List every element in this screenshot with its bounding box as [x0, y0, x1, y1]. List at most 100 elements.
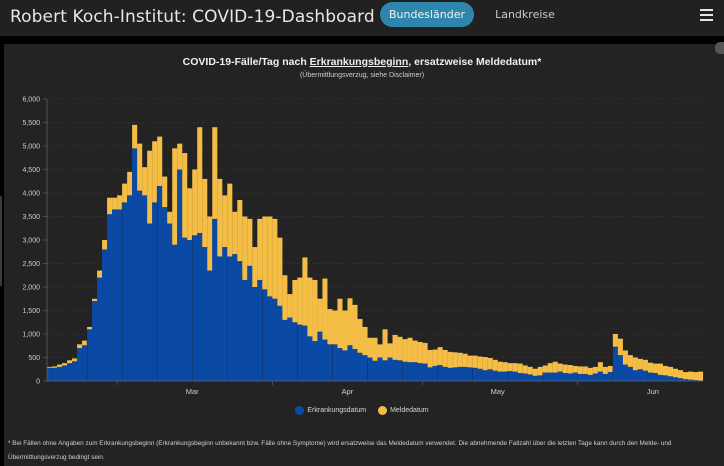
bar-meldedatum	[252, 247, 258, 287]
bar-erkrankungsdatum	[542, 372, 548, 381]
bars	[47, 124, 704, 381]
bar-erkrankungsdatum	[92, 301, 98, 381]
legend: Erkrankungsdatum Meldedatum	[0, 406, 724, 417]
bar-erkrankungsdatum	[62, 365, 68, 381]
bar-meldedatum	[692, 372, 699, 381]
y-tick-label: 1,500	[22, 308, 40, 315]
bar-meldedatum	[602, 366, 608, 374]
menu-icon-bar	[700, 9, 713, 11]
bar-erkrankungsdatum	[372, 360, 378, 381]
bar-meldedatum	[637, 358, 643, 370]
bar-meldedatum	[112, 197, 118, 210]
bar-erkrankungsdatum	[652, 373, 658, 381]
bar-meldedatum	[542, 365, 548, 373]
bar-meldedatum	[657, 363, 663, 375]
tab-bundeslaender[interactable]: Bundesländer	[380, 2, 474, 27]
legend-item-meldedatum[interactable]: Meldedatum	[378, 406, 429, 415]
bar-meldedatum	[507, 363, 513, 372]
bar-meldedatum	[282, 275, 288, 320]
bar-erkrankungsdatum	[382, 360, 388, 381]
bar-erkrankungsdatum	[447, 367, 453, 381]
bar-erkrankungsdatum	[97, 277, 103, 381]
bar-meldedatum	[592, 366, 598, 374]
bar-meldedatum	[377, 344, 383, 358]
bar-meldedatum	[302, 257, 308, 326]
bar-meldedatum	[192, 169, 198, 236]
panel-expand-button[interactable]	[715, 42, 724, 54]
bar-meldedatum	[547, 363, 553, 373]
bar-meldedatum	[422, 342, 428, 364]
y-tick-label: 2,500	[22, 261, 40, 268]
bar-erkrankungsdatum	[562, 373, 568, 381]
bar-erkrankungsdatum	[137, 190, 143, 381]
side-scroll-handle[interactable]	[0, 196, 2, 286]
bar-erkrankungsdatum	[127, 195, 133, 381]
bar-meldedatum	[147, 150, 153, 224]
bar-meldedatum	[452, 352, 458, 368]
y-tick-label: 0	[36, 379, 40, 386]
bar-meldedatum	[372, 337, 378, 361]
bar-erkrankungsdatum	[347, 345, 353, 381]
bar-meldedatum	[62, 363, 68, 366]
chart-title-link[interactable]: Erkrankungsbeginn	[309, 56, 409, 68]
bar-erkrankungsdatum	[457, 366, 463, 381]
bar-erkrankungsdatum	[517, 373, 523, 381]
bar-erkrankungsdatum	[107, 214, 113, 381]
bar-erkrankungsdatum	[47, 367, 53, 381]
bar-erkrankungsdatum	[147, 223, 153, 381]
chart-title-prefix: COVID-19-Fälle/Tag nach	[182, 56, 310, 68]
bar-meldedatum	[317, 298, 323, 332]
bar-meldedatum	[617, 338, 623, 356]
y-tick-label: 5,000	[22, 144, 40, 151]
bar-meldedatum	[672, 368, 679, 378]
menu-icon-bar	[700, 19, 713, 21]
bar-erkrankungsdatum	[57, 366, 63, 381]
legend-label: Erkrankungsdatum	[307, 407, 367, 414]
bar-meldedatum	[562, 364, 568, 374]
bar-erkrankungsdatum	[267, 296, 273, 381]
bar-erkrankungsdatum	[492, 370, 498, 381]
bar-erkrankungsdatum	[367, 357, 373, 381]
bar-erkrankungsdatum	[207, 270, 213, 381]
bar-erkrankungsdatum	[312, 341, 318, 381]
bar-meldedatum	[247, 218, 253, 266]
bar-erkrankungsdatum	[482, 370, 488, 381]
bar-meldedatum	[332, 310, 338, 345]
bar-meldedatum	[87, 326, 93, 330]
bar-erkrankungsdatum	[592, 373, 598, 381]
y-tick-label: 3,500	[22, 214, 40, 221]
bar-erkrankungsdatum	[627, 366, 633, 381]
bar-meldedatum	[362, 326, 368, 356]
bar-meldedatum	[482, 357, 488, 371]
bar-meldedatum	[177, 143, 183, 170]
hamburger-menu-icon[interactable]	[700, 9, 713, 22]
bar-erkrankungsdatum	[72, 361, 78, 381]
y-tick-label: 1,000	[22, 332, 40, 339]
legend-dot-erkrankungsdatum	[295, 406, 305, 415]
bar-erkrankungsdatum	[342, 350, 348, 381]
bar-erkrankungsdatum	[317, 331, 323, 381]
tab-landkreise[interactable]: Landkreise	[495, 8, 555, 21]
top-bar: Robert Koch-Institut: COVID-19-Dashboard…	[0, 0, 724, 36]
bar-meldedatum	[612, 334, 618, 347]
bar-erkrankungsdatum	[277, 305, 283, 381]
y-tick-label: 500	[28, 355, 40, 362]
bar-erkrankungsdatum	[262, 289, 268, 381]
bar-erkrankungsdatum	[667, 376, 674, 381]
bar-meldedatum	[277, 237, 283, 306]
bar-meldedatum	[52, 366, 58, 368]
bar-meldedatum	[207, 216, 213, 271]
bar-meldedatum	[342, 310, 348, 351]
bar-meldedatum	[352, 304, 358, 350]
bar-meldedatum	[82, 340, 88, 346]
bar-erkrankungsdatum	[52, 367, 58, 381]
bar-erkrankungsdatum	[632, 370, 638, 381]
bar-erkrankungsdatum	[637, 369, 643, 381]
bar-meldedatum	[502, 362, 508, 372]
bar-meldedatum	[262, 216, 268, 290]
legend-item-erkrankungsdatum[interactable]: Erkrankungsdatum	[295, 406, 366, 415]
bar-erkrankungsdatum	[577, 373, 583, 381]
bar-erkrankungsdatum	[452, 367, 458, 381]
bar-erkrankungsdatum	[487, 369, 493, 381]
bar-erkrankungsdatum	[582, 373, 588, 381]
